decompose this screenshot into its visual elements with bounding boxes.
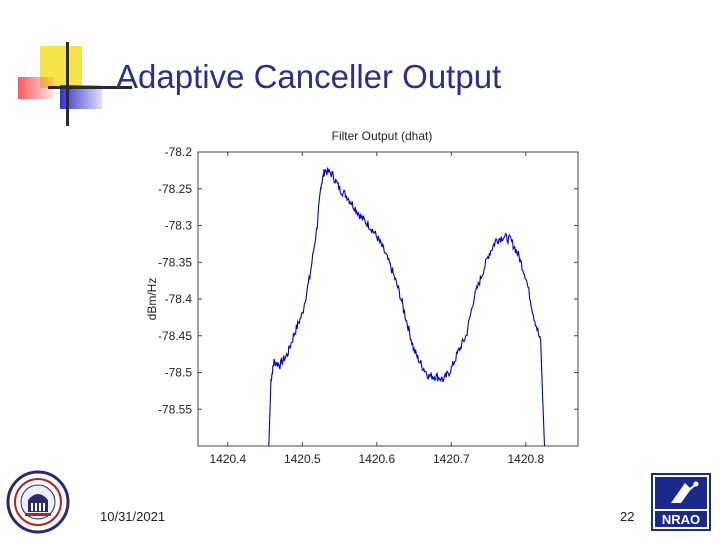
slide-title: Adaptive Canceller Output <box>116 58 502 95</box>
series-line-dhat <box>268 167 546 447</box>
y-tick-label: -78.3 <box>165 219 193 233</box>
y-axis-label: dBm/Hz <box>145 278 159 321</box>
x-tick-label: 1420.5 <box>284 452 321 466</box>
plot-area <box>197 151 579 447</box>
y-tick-label: -78.45 <box>158 329 192 343</box>
y-tick-label: -78.4 <box>165 292 193 306</box>
decorative-vertical-rule <box>66 42 69 126</box>
x-tick-label: 1420.6 <box>358 452 395 466</box>
x-tick-label: 1420.7 <box>433 452 470 466</box>
university-seal-logo <box>6 470 70 534</box>
y-tick-label: -78.35 <box>158 255 192 269</box>
x-axis-ticks: 1420.4 1420.5 1420.6 1420.7 1420.8 <box>209 152 545 466</box>
x-tick-label: 1420.8 <box>507 452 544 466</box>
y-tick-label: -78.55 <box>158 402 192 416</box>
nrao-logo-text: NRAO <box>662 512 700 527</box>
y-axis-ticks: -78.2 -78.25 -78.3 -78.35 -78.4 -78.45 -78.5 -7… <box>158 145 578 416</box>
footer-date: 10/31/2021 <box>100 509 166 524</box>
page-number: 22 <box>620 509 635 524</box>
chart-title: Filter Output (dhat) <box>332 129 433 143</box>
x-tick-label: 1420.4 <box>209 452 246 466</box>
decorative-red-bar <box>18 77 54 99</box>
nrao-logo: NRAO <box>651 473 711 531</box>
decorative-horizontal-rule <box>48 86 132 89</box>
y-tick-label: -78.5 <box>165 366 193 380</box>
filter-output-chart: Filter Output (dhat) dBm/Hz -78.2-78.25-… <box>145 129 579 466</box>
y-tick-label: -78.2 <box>165 145 193 159</box>
y-tick-label: -78.25 <box>158 182 192 196</box>
